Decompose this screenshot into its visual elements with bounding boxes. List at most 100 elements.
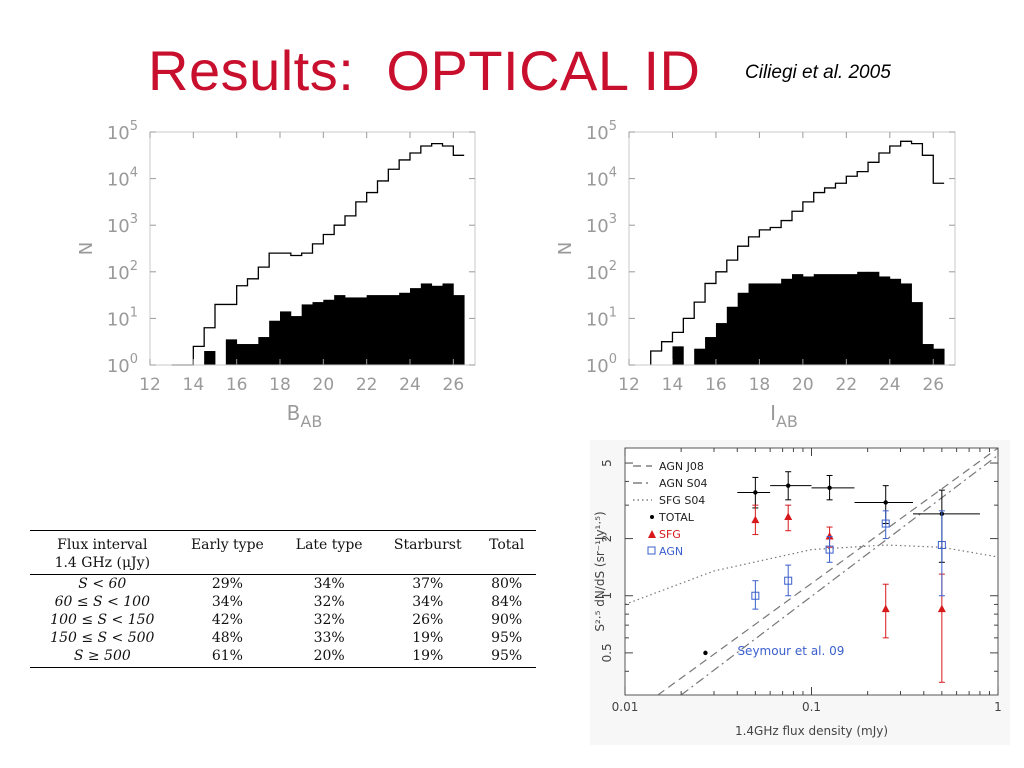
data-point [881, 604, 890, 613]
identified-bar [280, 311, 292, 365]
identified-bar [388, 295, 400, 365]
identified-bar [824, 274, 836, 365]
table-cell: 32% [313, 594, 345, 610]
x-tick-label: 24 [879, 375, 901, 395]
x-tick-label: 0.01 [612, 700, 639, 714]
identified-bar [889, 278, 902, 365]
identified-bar [323, 299, 335, 365]
y-tick-label: 104 [586, 166, 617, 191]
x-tick-label: 22 [836, 375, 858, 395]
x-tick-label: 24 [399, 375, 421, 395]
legend-swatch [650, 515, 654, 519]
identified-bar [759, 283, 771, 365]
legend-label: SFG S04 [659, 494, 705, 507]
identified-bar [377, 295, 389, 365]
x-tick-label: 16 [226, 375, 248, 395]
data-point [937, 604, 946, 613]
plot-area [625, 448, 998, 695]
y-axis-label: N [555, 242, 576, 255]
identified-bar [301, 304, 313, 365]
legend-label: AGN [659, 545, 683, 558]
table-cell: 19% [378, 647, 478, 668]
model-line-dashed [657, 448, 998, 695]
data-point [825, 532, 834, 540]
identified-bar [900, 283, 912, 365]
identified-bar [442, 283, 454, 365]
identified-bar [715, 323, 728, 365]
table-row: S < 60 29% 34% 37% 80% [30, 575, 536, 594]
table-cell: S < 60 [78, 576, 127, 592]
data-point [827, 485, 832, 491]
identified-bar [857, 271, 869, 365]
y-tick-label: 104 [107, 166, 138, 191]
legend-label: SFG [659, 528, 681, 541]
histogram-i-ab: 12 14 16 18 20 22 24 26 100 101 102 103 104 105 N IAB [555, 120, 956, 431]
slide-title: Results: OPTICAL ID [148, 39, 701, 102]
total-step-line [171, 143, 465, 366]
flux-interval-table: Flux interval Early type Late type Starb… [30, 530, 536, 668]
table-cell: 26% [412, 612, 444, 628]
table-cell: 29% [211, 576, 243, 592]
y-tick-label: 102 [586, 259, 617, 284]
table-cell: S ≥ 500 [30, 647, 175, 668]
identified-bar [355, 297, 368, 365]
identified-bar [737, 292, 749, 365]
total-step-line [650, 140, 945, 365]
y-axis-label: S²·⁵ dN/dS (sr⁻¹Jy¹·⁵) [593, 511, 607, 631]
table-cell: 32% [313, 612, 345, 628]
data-point [784, 576, 793, 585]
y-tick-label: 101 [107, 305, 138, 330]
y-axis-label: N [76, 242, 97, 255]
table-cell: 95% [491, 630, 523, 646]
table-row: 150 ≤ S < 500 48% 33% 19% 95% [30, 629, 536, 647]
identified-bar [399, 292, 411, 365]
x-tick-label: 14 [662, 375, 684, 395]
identified-bar [312, 302, 324, 365]
source-counts-plot: Seymour et al. 09 AGN J08 AGN S04 SFG S04 TO… [590, 440, 1010, 745]
identified-bar [694, 348, 706, 365]
data-point [751, 591, 760, 600]
identified-bar [258, 337, 270, 365]
identified-bar [792, 274, 804, 365]
x-tick-label: 20 [313, 375, 335, 395]
identified-bar [846, 274, 858, 365]
legend-label: AGN J08 [659, 460, 704, 473]
plot-frame [149, 131, 476, 366]
identified-bar [770, 283, 782, 365]
identified-bar [922, 344, 934, 365]
table-cell: 80% [491, 576, 523, 592]
identified-bar [878, 276, 891, 365]
data-point [881, 519, 890, 528]
x-tick-label: 14 [183, 375, 205, 395]
legend-label: TOTAL [658, 511, 695, 524]
data-point [825, 545, 834, 554]
x-axis-label: IAB [770, 401, 798, 431]
col-subheader: 1.4 GHz (μJy) [30, 554, 175, 575]
table-row: S ≥ 500 61% 20% 19% 95% [30, 647, 536, 668]
table-cell: 61% [174, 647, 281, 668]
identified-bar [420, 283, 433, 365]
identified-bar [431, 285, 443, 365]
legend-swatch [648, 530, 656, 538]
data-point [751, 515, 760, 524]
table-cell: 84% [491, 594, 523, 610]
x-tick-label: 16 [705, 375, 727, 395]
table-cell: 100 ≤ S < 150 [50, 612, 155, 628]
data-point [753, 490, 758, 495]
x-tick-label: 18 [269, 375, 291, 395]
identified-bar [204, 351, 216, 365]
x-tick-label: 20 [792, 375, 814, 395]
plot-frame [624, 447, 999, 696]
table-cell: 37% [412, 576, 444, 592]
table-cell: 34% [412, 594, 444, 610]
y-tick-label: 100 [107, 352, 138, 377]
table-cell: 33% [313, 630, 345, 646]
table-cell: 34% [313, 576, 345, 592]
data-point [883, 500, 888, 505]
x-tick-label: 22 [356, 375, 378, 395]
col-header: Starburst [378, 530, 478, 554]
col-header: Late type [280, 530, 379, 554]
table-cell: 150 ≤ S < 500 [50, 630, 155, 646]
identified-bar [726, 306, 739, 365]
identified-bar [835, 274, 847, 365]
